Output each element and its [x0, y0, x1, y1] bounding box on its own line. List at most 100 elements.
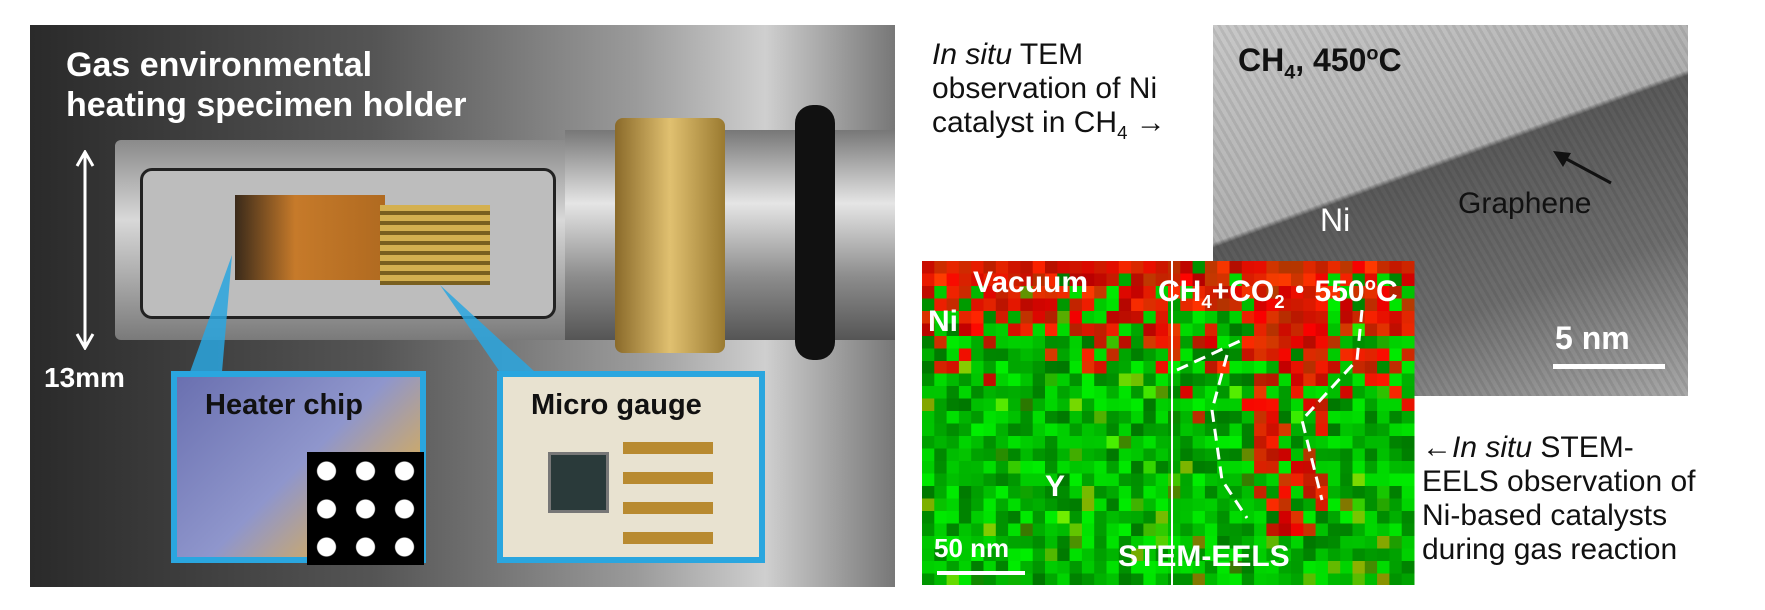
- map-pixel: [1340, 336, 1353, 349]
- map-pixel: [1069, 511, 1083, 524]
- map-pixel: [946, 336, 960, 349]
- map-pixel: [1229, 473, 1243, 487]
- map-pixel: [922, 486, 935, 499]
- map-pixel: [983, 573, 997, 585]
- map-pixel: [1155, 436, 1169, 449]
- map-pixel: [1377, 423, 1390, 437]
- map-pixel: [1377, 286, 1390, 299]
- map-pixel: [1180, 336, 1194, 349]
- map-pixel: [1069, 373, 1083, 387]
- map-pixel: [1143, 361, 1157, 374]
- map-pixel: [1094, 473, 1107, 487]
- map-pixel: [946, 386, 960, 399]
- map-pixel: [946, 448, 960, 462]
- map-pixel: [1032, 548, 1046, 562]
- map-pixel: [995, 486, 1009, 499]
- caption-text: ←: [1422, 431, 1452, 464]
- map-pixel: [1377, 511, 1390, 524]
- map-pixel: [922, 573, 935, 585]
- map-pixel: [1340, 361, 1353, 374]
- map-pixel: [1131, 461, 1144, 474]
- map-pixel: [946, 498, 960, 512]
- map-pixel: [1377, 411, 1390, 424]
- map-pixel: [1057, 373, 1071, 387]
- map-pixel: [1364, 373, 1378, 387]
- map-pixel: [1118, 323, 1132, 337]
- caption-text: EELS observation of: [1422, 465, 1696, 498]
- map-pixel: [1352, 486, 1366, 499]
- map-pixel: [1315, 548, 1329, 562]
- map-pixel: [1045, 361, 1058, 374]
- map-pixel: [934, 548, 948, 562]
- map-pixel: [1303, 548, 1317, 562]
- map-pixel: [995, 286, 1009, 299]
- map-pixel: [1340, 348, 1353, 362]
- map-pixel: [1020, 536, 1034, 549]
- map-pixel: [1143, 298, 1157, 312]
- map-pixel: [971, 561, 984, 574]
- map-pixel: [1364, 398, 1378, 412]
- map-pixel: [1094, 286, 1107, 299]
- map-pixel: [1143, 486, 1157, 499]
- map-pixel: [1229, 361, 1243, 374]
- map-pixel: [934, 561, 948, 574]
- map-pixel: [1106, 423, 1120, 437]
- map-pixel: [1217, 573, 1230, 585]
- map-pixel: [1241, 386, 1255, 399]
- map-pixel: [1266, 398, 1280, 412]
- map-pixel: [1069, 348, 1083, 362]
- map-pixel: [1315, 573, 1329, 585]
- map-pixel: [1180, 311, 1194, 324]
- map-pixel: [1131, 436, 1144, 449]
- map-pixel: [1229, 298, 1243, 312]
- map-pixel: [1266, 286, 1280, 299]
- map-pixel: [1143, 536, 1157, 549]
- map-pixel: [946, 298, 960, 312]
- map-pixel: [1377, 436, 1390, 449]
- map-pixel: [1340, 286, 1353, 299]
- map-pixel: [1254, 573, 1267, 585]
- map-pixel: [983, 286, 997, 299]
- map-pixel: [1377, 536, 1390, 549]
- map-pixel: [1217, 323, 1230, 337]
- map-pixel: [1266, 323, 1280, 337]
- map-pixel: [1106, 373, 1120, 387]
- map-pixel: [1278, 536, 1292, 549]
- scale-arrow: [75, 150, 95, 350]
- map-pixel: [1118, 348, 1132, 362]
- map-pixel: [971, 523, 984, 537]
- map-pixel: [1303, 261, 1317, 274]
- map-pixel: [958, 436, 972, 449]
- map-pixel: [971, 486, 984, 499]
- map-pixel: [922, 386, 935, 399]
- map-pixel: [1389, 286, 1403, 299]
- map-pixel: [983, 523, 997, 537]
- map-pixel: [1364, 461, 1378, 474]
- map-pixel: [1389, 261, 1403, 274]
- map-pixel: [1118, 473, 1132, 487]
- map-pixel: [1094, 323, 1107, 337]
- map-pixel: [1364, 423, 1378, 437]
- map-pixel: [1020, 436, 1034, 449]
- map-pixel: [1057, 261, 1071, 274]
- map-pixel: [946, 473, 960, 487]
- map-pixel: [1155, 286, 1169, 299]
- map-pixel: [1069, 361, 1083, 374]
- map-pixel: [1266, 411, 1280, 424]
- map-pixel: [1069, 498, 1083, 512]
- map-pixel: [1032, 386, 1046, 399]
- map-pixel: [1069, 298, 1083, 312]
- map-pixel: [1131, 261, 1144, 274]
- map-pixel: [1192, 373, 1206, 387]
- map-pixel: [1106, 336, 1120, 349]
- map-pixel: [1180, 573, 1194, 585]
- map-pixel: [1081, 436, 1095, 449]
- map-pixel: [1143, 498, 1157, 512]
- map-pixel: [1131, 361, 1144, 374]
- map-pixel: [1254, 373, 1267, 387]
- map-pixel: [1389, 423, 1403, 437]
- map-pixel: [922, 298, 935, 312]
- map-pixel: [922, 536, 935, 549]
- map-pixel: [1032, 286, 1046, 299]
- map-pixel: [1032, 536, 1046, 549]
